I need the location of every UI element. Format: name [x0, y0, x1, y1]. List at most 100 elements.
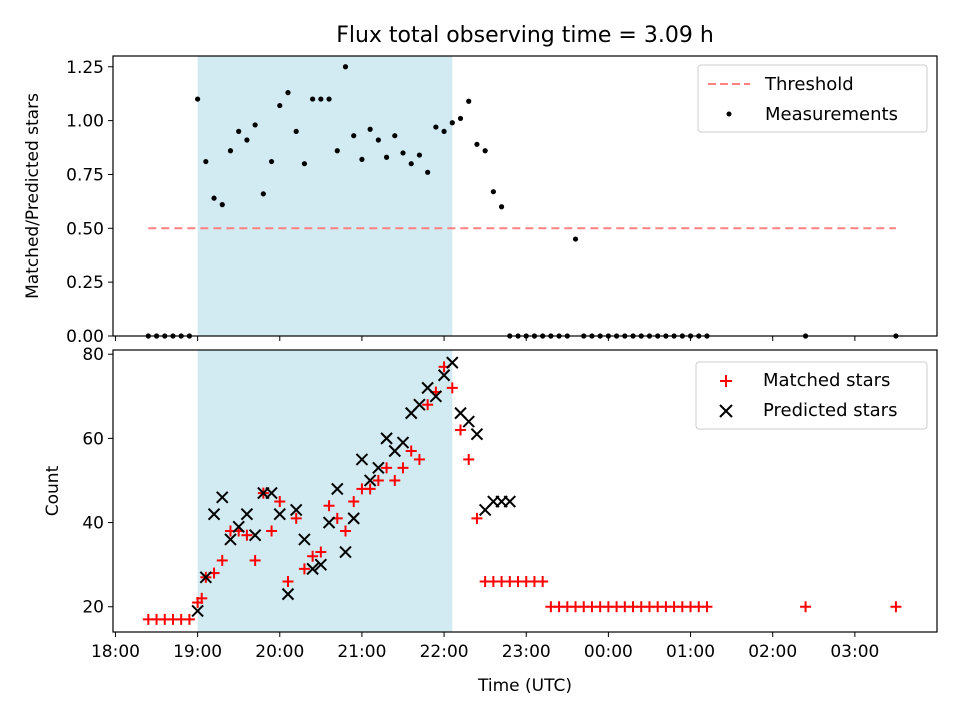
measurement-point — [342, 64, 349, 70]
y-tick-label: 0.75 — [66, 165, 104, 185]
counts-panel: 20 40 60 80 18:00 19:00 20:00 21:00 22:00 23:00 00… — [43, 345, 938, 662]
y-tick-label: 40 — [82, 514, 104, 534]
matched-star-point — [455, 424, 467, 436]
predicted-star-point — [248, 528, 262, 542]
measurement-point — [318, 96, 324, 102]
chart-title: Flux total observing time = 3.09 h — [336, 23, 714, 48]
ratio-legend-box — [697, 64, 928, 133]
legend-measurements-swatch — [726, 111, 732, 117]
measurement-point — [285, 90, 291, 96]
matched-star-point — [323, 500, 335, 512]
ratio-axes-frame — [112, 55, 938, 337]
predicted-star-point — [347, 512, 360, 525]
y-tick-label: 1.25 — [66, 58, 104, 78]
predicted-star-point — [462, 415, 475, 428]
predicted-star-point — [191, 604, 204, 618]
measurement-point — [244, 137, 250, 143]
matched-star-point — [274, 496, 286, 508]
measurement-point — [400, 150, 406, 156]
predicted-star-point — [199, 571, 213, 584]
measurement-point — [425, 169, 431, 175]
predicted-star-point — [331, 482, 344, 496]
measurement-point — [219, 202, 225, 208]
predicted-star-point — [289, 503, 303, 517]
matched-star-point — [315, 546, 327, 558]
y-tick-label: 20 — [82, 598, 104, 618]
matched-star-point — [890, 601, 902, 613]
matched-star-point — [298, 563, 310, 575]
measurement-point — [260, 191, 266, 197]
matched-star-point — [249, 554, 261, 566]
predicted-star-point — [281, 587, 295, 601]
predicted-star-point — [429, 390, 443, 403]
predicted-star-point — [265, 486, 278, 500]
measurement-point — [408, 161, 414, 167]
predicted-star-point — [224, 533, 237, 546]
measurement-point — [457, 115, 464, 122]
measurement-point — [416, 152, 423, 158]
x-tick-label: 03:00 — [830, 642, 879, 662]
predicted-star-point — [232, 520, 245, 533]
measurement-point — [211, 195, 217, 201]
predicted-star-point — [240, 507, 254, 521]
measurement-point — [383, 154, 390, 160]
matched-star-point — [183, 613, 195, 625]
measurement-point — [498, 204, 505, 210]
x-tick-label: 21:00 — [337, 642, 386, 662]
predicted-star-point — [322, 516, 336, 529]
measurement-point — [449, 120, 455, 126]
y-tick-label: 60 — [82, 429, 104, 449]
predicted-star-point — [207, 507, 221, 521]
y-tick-label: 80 — [82, 345, 104, 365]
measurement-point — [466, 98, 472, 104]
x-tick-label: 01:00 — [666, 642, 715, 662]
matched-star-point — [800, 601, 812, 613]
measurement-point — [268, 158, 275, 165]
counts-legend-box — [695, 361, 928, 430]
measurement-point — [490, 189, 496, 195]
y-tick-label: 1.00 — [66, 112, 104, 132]
legend-measurements-label: Measurements — [765, 104, 898, 125]
matched-star-point — [471, 512, 483, 524]
y-tick-label: 0.50 — [66, 219, 104, 239]
measurement-point — [252, 122, 258, 128]
matched-star-point — [307, 550, 319, 562]
legend-predicted-swatch — [719, 404, 733, 418]
matched-star-point — [372, 474, 384, 486]
predicted-star-point — [503, 495, 517, 508]
predicted-star-point — [273, 507, 286, 521]
matched-star-point — [348, 496, 360, 508]
measurement-point — [433, 124, 439, 130]
ratio-legend: Threshold Measurements — [697, 64, 928, 133]
measurement-point — [236, 128, 242, 134]
counts-axes-frame — [112, 349, 938, 633]
measurement-point — [474, 141, 480, 147]
predicted-star-point — [437, 369, 451, 382]
measurement-point — [392, 133, 398, 139]
x-tick-label: 23:00 — [502, 642, 551, 662]
x-tick-label: 18:00 — [91, 642, 140, 662]
legend-threshold-label: Threshold — [764, 74, 854, 95]
measurement-point — [195, 96, 201, 102]
x-tick-label: 22:00 — [420, 642, 469, 662]
measurement-point — [375, 137, 381, 143]
shaded-interval-bottom — [197, 350, 453, 632]
x-tick-label: 20:00 — [255, 642, 304, 662]
matched-star-point — [339, 525, 351, 537]
measurement-point — [482, 148, 488, 154]
ratio-panel: 0.00 0.25 0.50 0.75 1.00 1.25 Matched/Predict… — [23, 55, 938, 347]
measurement-point — [351, 133, 357, 139]
measurement-point — [301, 161, 308, 167]
predicted-star-point — [380, 432, 393, 445]
predicted-star-point — [396, 436, 410, 449]
measurement-point — [326, 96, 332, 102]
predicted-star-point — [363, 474, 377, 487]
matched-star-point — [446, 382, 458, 394]
matched-star-point — [364, 483, 376, 495]
predicted-star-point — [470, 427, 484, 441]
measurement-point — [203, 158, 209, 165]
y-tick-label: 0.25 — [66, 273, 104, 293]
matched-star-point — [422, 399, 434, 411]
counts-ylabel: Count — [43, 465, 63, 516]
matched-star-point — [241, 529, 253, 541]
